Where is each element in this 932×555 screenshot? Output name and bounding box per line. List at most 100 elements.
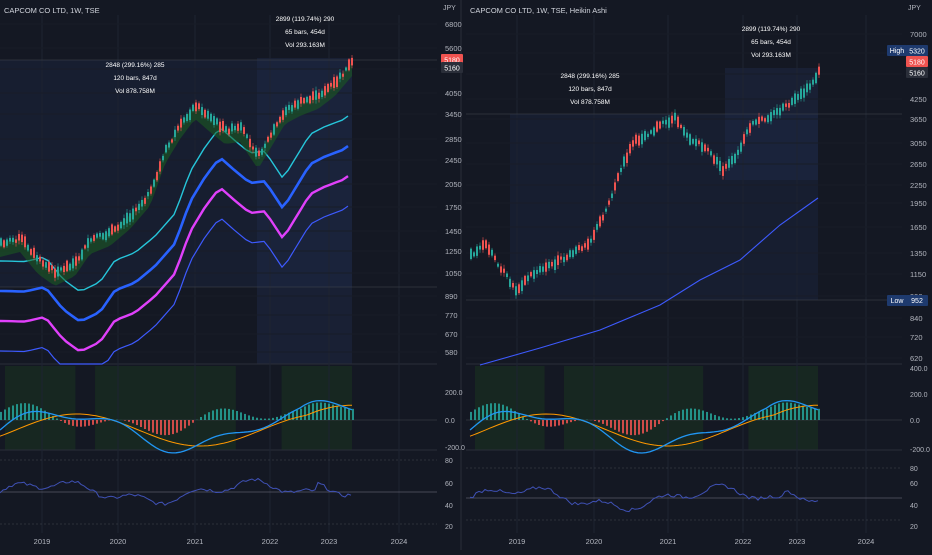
p2-candle	[764, 118, 766, 121]
p2-macd-histogram-bar	[706, 412, 708, 420]
p2-candle	[686, 133, 688, 138]
p2-measure-0-line-0: 2899 (119.74%) 290	[742, 26, 801, 33]
p1-candle	[237, 124, 239, 131]
p1-year-tick-3: 2022	[262, 537, 279, 546]
p1-candle	[153, 180, 155, 187]
p2-unit-label: JPY	[908, 5, 921, 12]
p1-candle	[171, 139, 173, 142]
p2-price-tick-9: 1650	[910, 223, 927, 232]
p2-candle	[626, 153, 628, 163]
p2-macd-histogram-bar	[554, 420, 556, 426]
p1-year-tick-1: 2020	[110, 537, 127, 546]
p2-macd-histogram-bar	[502, 405, 504, 420]
p1-candle	[210, 114, 212, 122]
p1-macd-histogram-bar	[132, 420, 134, 423]
p2-macd-histogram-bar	[654, 420, 656, 427]
p2-macd-histogram-bar	[726, 418, 728, 420]
p2-macd-histogram-bar	[766, 409, 768, 420]
p1-candle	[207, 111, 209, 119]
p1-macd-histogram-bar	[320, 402, 322, 420]
p1-macd-histogram-bar	[208, 412, 210, 420]
p1-macd-histogram-bar	[164, 420, 166, 435]
p2-candle	[770, 112, 772, 121]
p1-candle	[144, 198, 146, 204]
p2-candle	[818, 67, 820, 75]
p1-candle	[216, 118, 218, 124]
p1-candle	[258, 151, 260, 156]
p1-macd-histogram-bar	[128, 420, 130, 422]
p1-macd-histogram-bar	[124, 420, 126, 421]
p1-macd-histogram-bar	[40, 408, 42, 420]
p1-candle	[120, 222, 122, 228]
p2-year-tick-4: 2023	[789, 537, 806, 546]
p1-candle	[186, 114, 188, 121]
p1-candle	[336, 76, 338, 87]
p2-candle	[608, 201, 610, 205]
p1-candle	[330, 83, 332, 87]
p1-candle	[246, 134, 248, 138]
p1-candle	[345, 67, 347, 70]
p1-macd-histogram-bar	[216, 409, 218, 420]
p2-macd-histogram-bar	[542, 420, 544, 426]
p2-candle	[599, 216, 601, 226]
p2-candle	[695, 139, 697, 146]
p1-macd-histogram-bar	[220, 409, 222, 420]
p1-macd-histogram-bar	[84, 420, 86, 426]
p2-candle	[746, 129, 748, 134]
p2-candle	[575, 247, 577, 254]
p1-macd-histogram-bar	[272, 418, 274, 420]
p1-candle	[42, 260, 44, 266]
p1-macd-histogram-bar	[264, 419, 266, 420]
p2-chart-title: CAPCOM CO LTD, 1W, TSE, Heikin Ashi	[470, 6, 607, 15]
p2-price-tick-11: 1150	[910, 270, 926, 279]
p1-candle	[84, 245, 86, 248]
p1-candle	[294, 101, 296, 108]
p1-measure-0-line-0: 2899 (119.74%) 290	[276, 16, 335, 23]
p2-candle	[704, 144, 706, 151]
p1-macd-histogram-bar	[312, 403, 314, 420]
p1-price-tick-10: 1250	[445, 247, 462, 256]
p2-macd-histogram-bar	[618, 420, 620, 432]
p1-price-tick-5: 2850	[445, 135, 462, 144]
p1-candle	[90, 238, 92, 241]
p1-macd-histogram-bar	[144, 420, 146, 429]
p2-candle	[497, 264, 499, 267]
p2-macd-histogram-bar	[538, 420, 540, 425]
p1-year-tick-5: 2024	[391, 537, 408, 546]
p1-macd-histogram-bar	[212, 410, 214, 420]
p2-candle	[635, 135, 637, 144]
p2-measure-1-line-0: 2848 (299.16%) 285	[561, 73, 620, 80]
p1-candle	[6, 239, 8, 245]
p1-macd-histogram-bar	[104, 420, 106, 421]
p2-price-label-1: 5180	[909, 60, 925, 67]
p2-candle	[794, 93, 796, 103]
p2-macd-histogram-bar	[646, 420, 648, 432]
p1-candle	[309, 96, 311, 103]
p2-macd-histogram-bar	[562, 420, 564, 424]
p1-candle	[147, 192, 149, 196]
p1-candle	[63, 266, 65, 272]
p2-macd-histogram-bar	[574, 420, 576, 421]
p1-candle	[225, 126, 227, 132]
p1-macd-histogram-bar	[352, 409, 354, 420]
p1-candle	[117, 225, 119, 231]
p2-candle	[800, 89, 802, 99]
p1-candle	[213, 116, 215, 125]
p2-macd-histogram-bar	[666, 418, 668, 420]
p1-candle	[132, 209, 134, 220]
p2-price-tick-10: 1350	[910, 249, 927, 258]
p2-candle	[629, 144, 631, 153]
p2-candle	[797, 94, 799, 100]
p2-candle	[671, 116, 673, 124]
p2-candle	[656, 121, 658, 131]
p2-candle	[791, 98, 793, 105]
p2-macd-histogram-bar	[762, 410, 764, 420]
p2-macd-histogram-bar	[570, 420, 572, 422]
p2-macd-histogram-bar	[790, 403, 792, 420]
p2-macd-histogram-bar	[806, 407, 808, 420]
p2-macd-histogram-bar	[546, 420, 548, 427]
p1-price-tick-15: 580	[445, 348, 458, 357]
p2-price-tick-15: 620	[910, 354, 923, 363]
p2-macd-histogram-bar	[474, 409, 476, 420]
